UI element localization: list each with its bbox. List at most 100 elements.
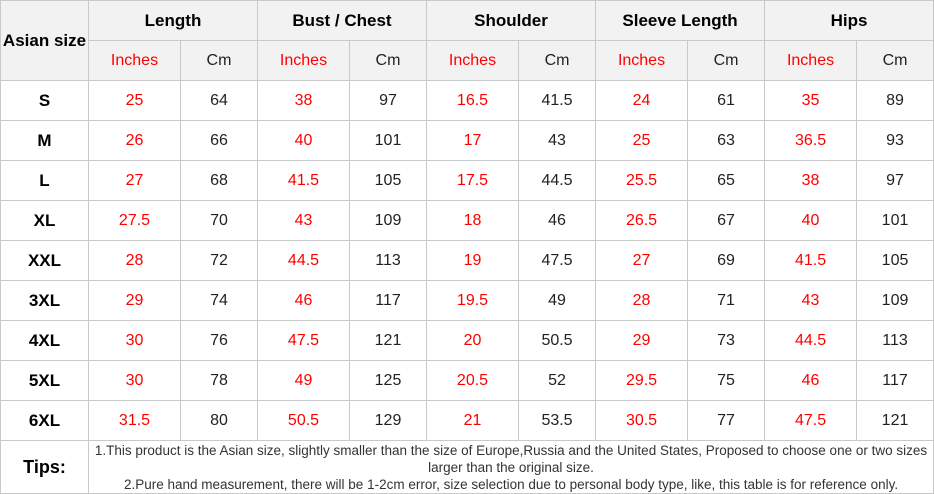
size-label: 6XL	[0, 400, 89, 441]
table-header: Asian size Length Bust / Chest Shoulder …	[0, 0, 934, 81]
cm-value: 109	[856, 280, 934, 321]
cm-value: 66	[180, 120, 258, 161]
inches-value: 41.5	[257, 160, 350, 201]
cm-value: 80	[180, 400, 258, 441]
cm-value: 113	[856, 320, 934, 361]
corner-header-asian-size: Asian size	[0, 0, 89, 81]
cm-value: 63	[687, 120, 766, 161]
cm-value: 71	[687, 280, 766, 321]
column-group-hips: Hips	[764, 0, 934, 41]
unit-header-cm: Cm	[856, 40, 934, 81]
inches-value: 41.5	[764, 240, 858, 281]
cm-value: 53.5	[517, 400, 597, 441]
table-row: S 25 64 38 97 16.5 41.5 24 61 35 89	[0, 80, 934, 121]
table-row: XL 27.5 70 43 109 18 46 26.5 67 40 101	[0, 200, 934, 241]
unit-header-inches: Inches	[88, 40, 181, 81]
cm-value: 129	[349, 400, 427, 441]
cm-value: 105	[349, 160, 427, 201]
tips-content: 1.This product is the Asian size, slight…	[87, 440, 934, 494]
table-row: 5XL 30 78 49 125 20.5 52 29.5 75 46 117	[0, 360, 934, 401]
cm-value: 72	[180, 240, 258, 281]
cm-value: 117	[856, 360, 934, 401]
tips-row: Tips: 1.This product is the Asian size, …	[0, 440, 934, 494]
inches-value: 49	[257, 360, 350, 401]
inches-value: 44.5	[764, 320, 858, 361]
inches-value: 20.5	[426, 360, 519, 401]
cm-value: 101	[349, 120, 427, 161]
cm-value: 44.5	[517, 160, 597, 201]
inches-value: 46	[764, 360, 858, 401]
inches-value: 17.5	[426, 160, 519, 201]
cm-value: 73	[687, 320, 766, 361]
inches-value: 26.5	[595, 200, 689, 241]
table-row: XXL 28 72 44.5 113 19 47.5 27 69 41.5 105	[0, 240, 934, 281]
cm-value: 125	[349, 360, 427, 401]
inches-value: 47.5	[257, 320, 350, 361]
inches-value: 27	[595, 240, 689, 281]
tips-label: Tips:	[0, 440, 89, 494]
inches-value: 17	[426, 120, 519, 161]
inches-value: 47.5	[764, 400, 858, 441]
size-label: S	[0, 80, 89, 121]
inches-value: 40	[257, 120, 350, 161]
unit-header-inches: Inches	[426, 40, 519, 81]
inches-value: 24	[595, 80, 689, 121]
unit-header-inches: Inches	[764, 40, 858, 81]
cm-value: 77	[687, 400, 766, 441]
inches-value: 29.5	[595, 360, 689, 401]
cm-value: 121	[856, 400, 934, 441]
tips-line-2: 2.Pure hand measurement, there will be 1…	[123, 476, 899, 492]
cm-value: 61	[687, 80, 766, 121]
table-row: M 26 66 40 101 17 43 25 63 36.5 93	[0, 120, 934, 161]
inches-value: 20	[426, 320, 519, 361]
inches-value: 19.5	[426, 280, 519, 321]
inches-value: 40	[764, 200, 858, 241]
table-row: 4XL 30 76 47.5 121 20 50.5 29 73 44.5 113	[0, 320, 934, 361]
inches-value: 18	[426, 200, 519, 241]
unit-header-inches: Inches	[257, 40, 350, 81]
cm-value: 89	[856, 80, 934, 121]
cm-value: 41.5	[517, 80, 597, 121]
unit-header-cm: Cm	[180, 40, 258, 81]
size-label: 5XL	[0, 360, 89, 401]
inches-value: 27	[88, 160, 181, 201]
inches-value: 43	[257, 200, 350, 241]
size-label: 3XL	[0, 280, 89, 321]
cm-value: 50.5	[517, 320, 597, 361]
inches-value: 25	[88, 80, 181, 121]
cm-value: 113	[349, 240, 427, 281]
cm-value: 93	[856, 120, 934, 161]
inches-value: 30	[88, 360, 181, 401]
cm-value: 52	[517, 360, 597, 401]
cm-value: 46	[517, 200, 597, 241]
cm-value: 109	[349, 200, 427, 241]
inches-value: 28	[595, 280, 689, 321]
cm-value: 101	[856, 200, 934, 241]
cm-value: 43	[517, 120, 597, 161]
inches-value: 43	[764, 280, 858, 321]
size-label: XL	[0, 200, 89, 241]
inches-value: 35	[764, 80, 858, 121]
column-group-sleeve-length: Sleeve Length	[595, 0, 766, 41]
cm-value: 74	[180, 280, 258, 321]
table-row: 6XL 31.5 80 50.5 129 21 53.5 30.5 77 47.5 121	[0, 400, 934, 441]
cm-value: 97	[856, 160, 934, 201]
unit-header-inches: Inches	[595, 40, 689, 81]
inches-value: 25	[595, 120, 689, 161]
size-label: XXL	[0, 240, 89, 281]
cm-value: 69	[687, 240, 766, 281]
size-label: 4XL	[0, 320, 89, 361]
inches-value: 16.5	[426, 80, 519, 121]
cm-value: 97	[349, 80, 427, 121]
inches-value: 46	[257, 280, 350, 321]
table-body: S 25 64 38 97 16.5 41.5 24 61 35 89 M 26 66 40 101 17 43 2…	[0, 80, 934, 441]
inches-value: 26	[88, 120, 181, 161]
inches-value: 38	[764, 160, 858, 201]
cm-value: 64	[180, 80, 258, 121]
column-group-shoulder: Shoulder	[425, 0, 597, 41]
cm-value: 67	[687, 200, 766, 241]
cm-value: 76	[180, 320, 258, 361]
unit-header-cm: Cm	[687, 40, 766, 81]
